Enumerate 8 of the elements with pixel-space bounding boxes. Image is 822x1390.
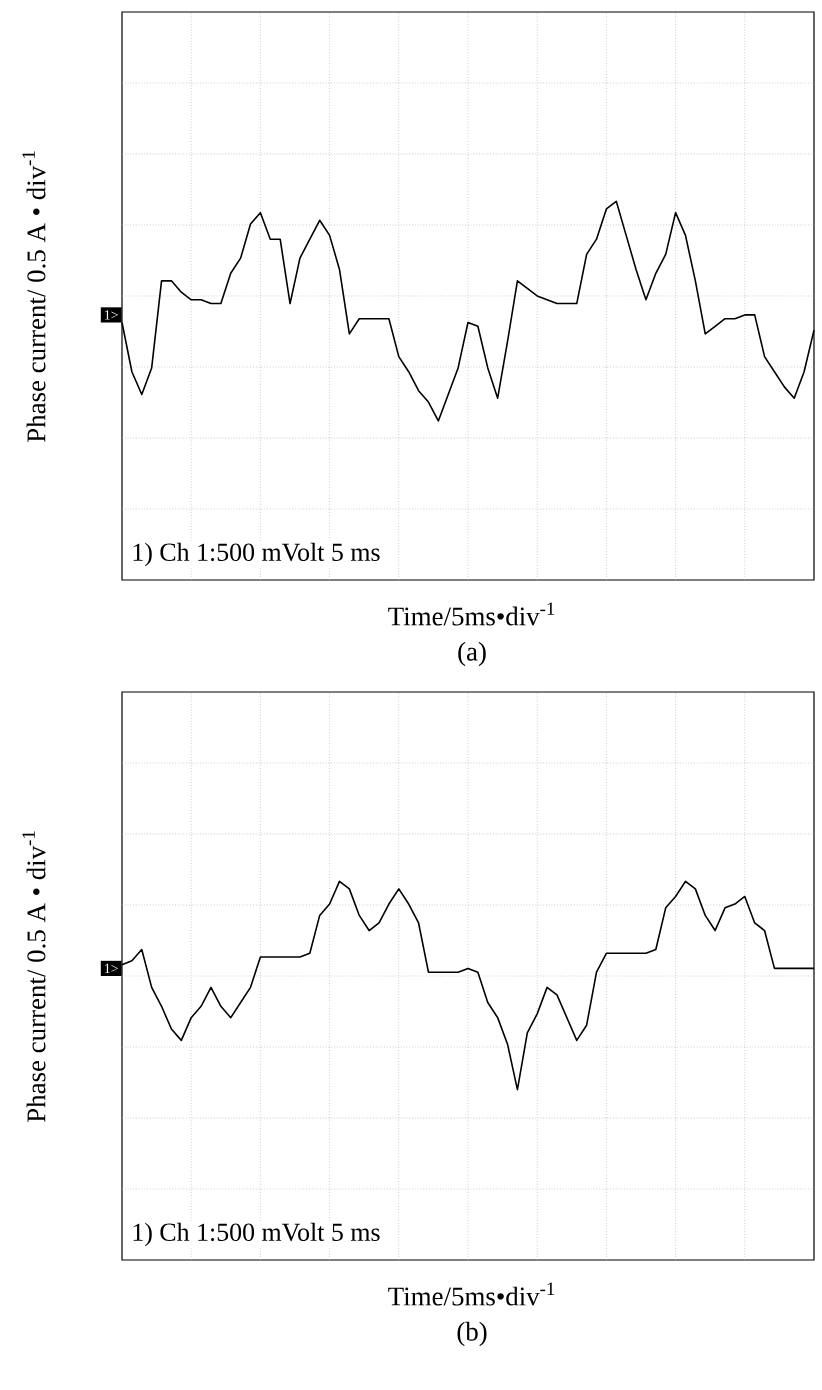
y-axis-title: Phase current/ 0.5 A • div$^{-1}$ xyxy=(22,831,46,1122)
annotation: 1) Ch 1:500 mVolt 5 ms xyxy=(133,1222,380,1247)
x-axis-title: Time/5ms•div$^{-1}$ xyxy=(388,1282,555,1306)
text: (a) xyxy=(458,641,486,667)
x-axis-title: Time/5ms•div$^{-1}$ xyxy=(388,602,555,626)
y-axis-title: Phase current/ 0.5 A • div$^{-1}$ xyxy=(22,151,46,442)
text: (b) xyxy=(457,1321,487,1347)
annotation: 1) Ch 1:500 mVolt 5 ms xyxy=(133,542,380,567)
